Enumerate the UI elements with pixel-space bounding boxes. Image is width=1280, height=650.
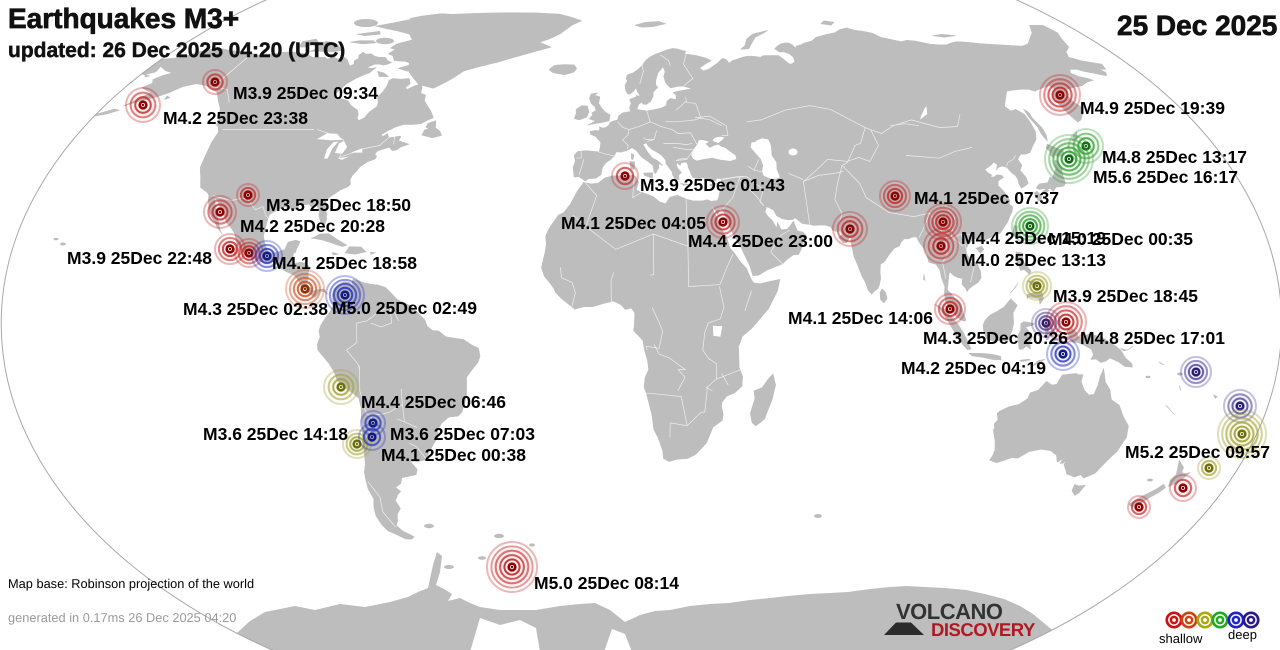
svg-text:M3.9 25Dec 09:34: M3.9 25Dec 09:34 bbox=[233, 83, 378, 103]
svg-text:M4.2 25Dec 20:28: M4.2 25Dec 20:28 bbox=[240, 216, 385, 236]
svg-text:M4.1 25Dec 14:06: M4.1 25Dec 14:06 bbox=[788, 308, 933, 328]
svg-text:M5.6 25Dec 16:17: M5.6 25Dec 16:17 bbox=[1093, 167, 1238, 187]
svg-text:M4.4 25Dec 15:19: M4.4 25Dec 15:19 bbox=[961, 228, 1106, 248]
svg-text:M4.2 25Dec 23:38: M4.2 25Dec 23:38 bbox=[163, 108, 308, 128]
svg-text:M4.1 25Dec 00:38: M4.1 25Dec 00:38 bbox=[381, 445, 526, 465]
svg-text:M4.1 25Dec 04:05: M4.1 25Dec 04:05 bbox=[561, 213, 706, 233]
svg-text:M3.5 25Dec 18:50: M3.5 25Dec 18:50 bbox=[266, 195, 411, 215]
svg-text:M4.2 25Dec 04:19: M4.2 25Dec 04:19 bbox=[901, 358, 1046, 378]
svg-text:M4.4 25Dec 23:00: M4.4 25Dec 23:00 bbox=[688, 231, 833, 251]
svg-text:M5.2 25Dec 09:57: M5.2 25Dec 09:57 bbox=[1125, 442, 1270, 462]
svg-text:M3.6 25Dec 14:18: M3.6 25Dec 14:18 bbox=[203, 424, 348, 444]
svg-text:M4.0 25Dec 00:35: M4.0 25Dec 00:35 bbox=[1048, 229, 1193, 249]
svg-text:M3.9 25Dec 22:48: M3.9 25Dec 22:48 bbox=[67, 248, 212, 268]
svg-text:M4.8 25Dec 17:01: M4.8 25Dec 17:01 bbox=[1080, 328, 1225, 348]
svg-text:M3.6 25Dec 07:03: M3.6 25Dec 07:03 bbox=[390, 424, 535, 444]
svg-text:M4.0 25Dec 13:13: M4.0 25Dec 13:13 bbox=[961, 250, 1106, 270]
svg-text:M4.1 25Dec 18:58: M4.1 25Dec 18:58 bbox=[272, 253, 417, 273]
svg-text:M4.3 25Dec 20:26: M4.3 25Dec 20:26 bbox=[923, 328, 1068, 348]
svg-text:M4.1 25Dec 07:37: M4.1 25Dec 07:37 bbox=[914, 188, 1059, 208]
svg-text:M3.9 25Dec 18:45: M3.9 25Dec 18:45 bbox=[1053, 286, 1198, 306]
svg-text:M4.8 25Dec 13:17: M4.8 25Dec 13:17 bbox=[1102, 147, 1247, 167]
svg-text:M5.0 25Dec 08:14: M5.0 25Dec 08:14 bbox=[534, 573, 679, 593]
svg-text:M4.3 25Dec 02:38: M4.3 25Dec 02:38 bbox=[183, 299, 328, 319]
svg-text:M4.4 25Dec 06:46: M4.4 25Dec 06:46 bbox=[361, 392, 506, 412]
svg-text:M4.9 25Dec 19:39: M4.9 25Dec 19:39 bbox=[1080, 98, 1225, 118]
svg-text:M3.9 25Dec 01:43: M3.9 25Dec 01:43 bbox=[640, 175, 785, 195]
svg-text:M5.0 25Dec 02:49: M5.0 25Dec 02:49 bbox=[332, 298, 477, 318]
